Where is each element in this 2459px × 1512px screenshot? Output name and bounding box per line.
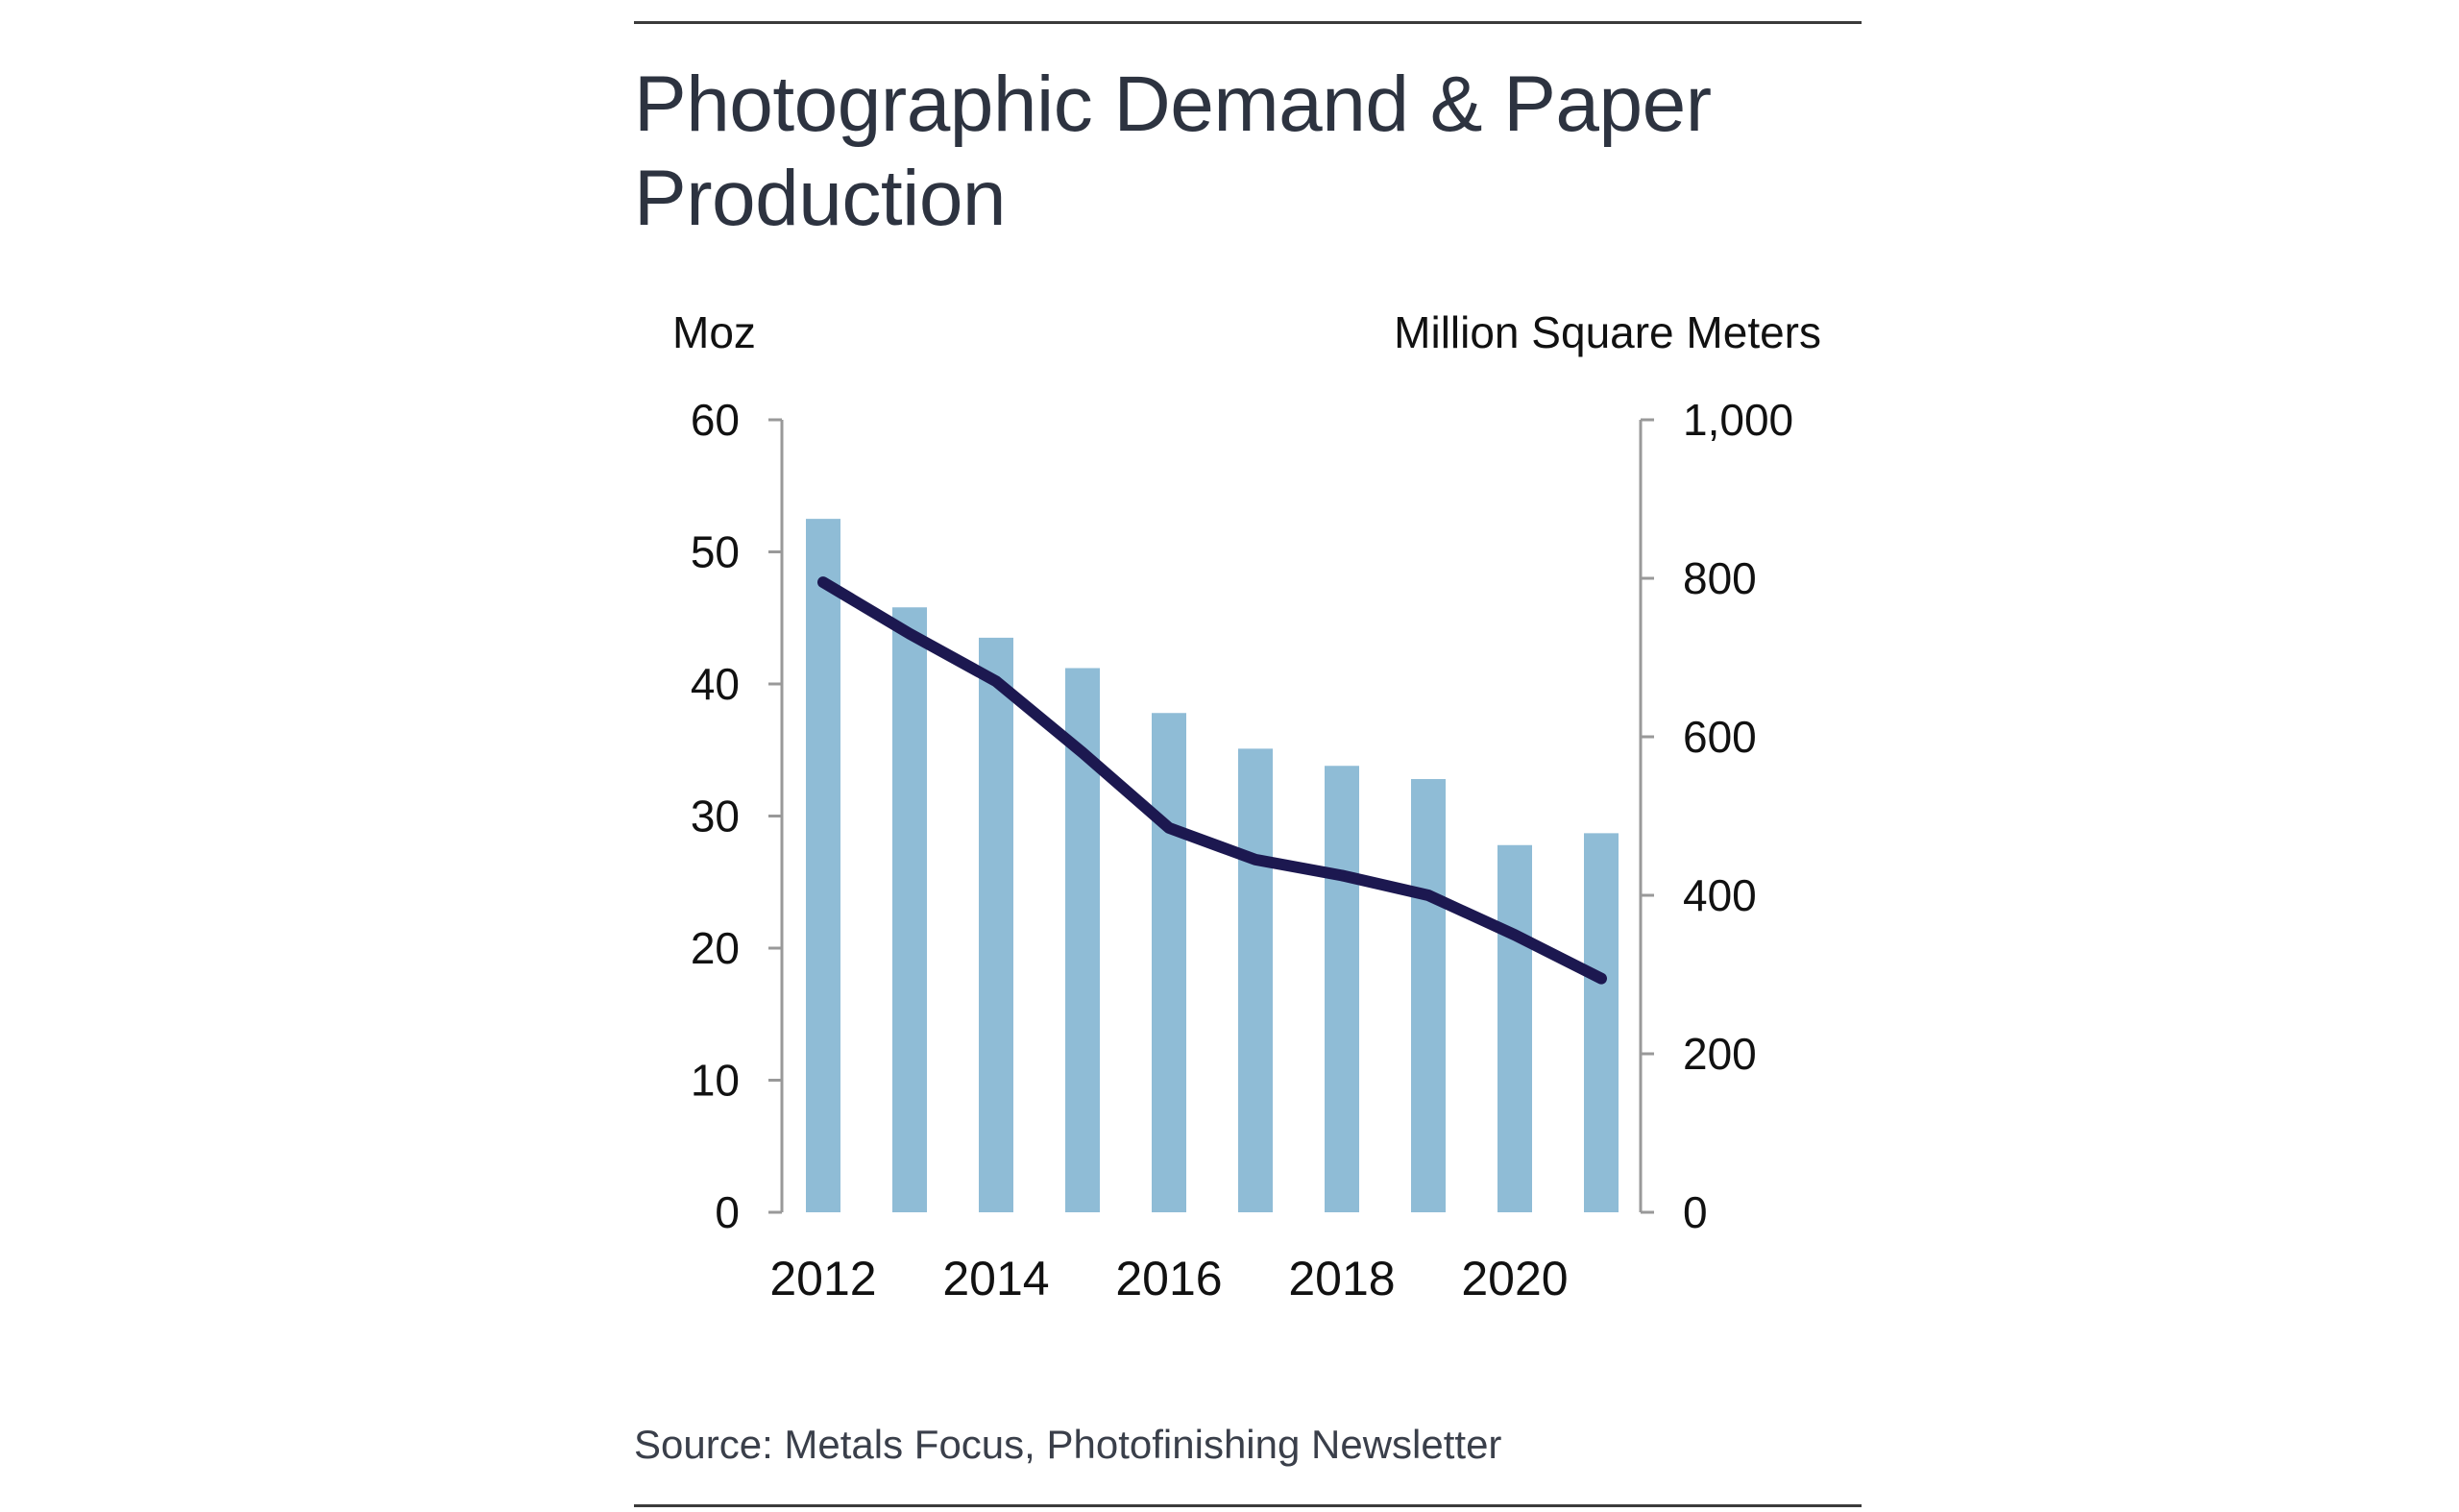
y-right-tick-label: 400 xyxy=(1683,870,1757,920)
y-left-tick-label: 50 xyxy=(691,527,740,577)
y-right-tick-label: 1,000 xyxy=(1683,395,1793,445)
bars-group xyxy=(806,519,1619,1212)
bar-2017 xyxy=(1238,748,1273,1212)
bar-2014 xyxy=(979,637,1013,1212)
y-left-tick-label: 10 xyxy=(691,1056,740,1106)
top-rule xyxy=(634,21,1862,24)
line-point-2019 xyxy=(1425,892,1431,898)
x-tick-label: 2014 xyxy=(942,1252,1049,1305)
x-tick-label: 2020 xyxy=(1461,1252,1568,1305)
y-right-tick-label: 0 xyxy=(1683,1187,1708,1237)
y-left-tick-label: 0 xyxy=(715,1187,740,1237)
bar-2021 xyxy=(1584,833,1619,1212)
y-axis-left-label: Moz xyxy=(672,307,756,357)
y-left-tick-label: 40 xyxy=(691,659,740,709)
bar-2013 xyxy=(892,607,927,1212)
y-left-tick-label: 30 xyxy=(691,792,740,841)
y-left-tick-label: 20 xyxy=(691,923,740,973)
y-left-tick-label: 60 xyxy=(691,395,740,445)
line-group xyxy=(817,576,1607,985)
chart-title: Photographic Demand & Paper Production xyxy=(634,61,1712,242)
x-tick-label: 2016 xyxy=(1115,1252,1222,1305)
y-right-tick-label: 600 xyxy=(1683,712,1757,762)
y-right-tick-label: 200 xyxy=(1683,1029,1757,1079)
bar-2019 xyxy=(1411,779,1446,1212)
bar-2018 xyxy=(1325,766,1359,1212)
x-tick-label: 2012 xyxy=(769,1252,876,1305)
line-point-2016 xyxy=(1166,824,1172,831)
bar-2016 xyxy=(1152,713,1186,1212)
y-axis-right-label: Million Square Meters xyxy=(1394,307,1821,357)
bar-2020 xyxy=(1497,844,1532,1212)
bar-2012 xyxy=(806,519,840,1212)
line-point-2012 xyxy=(820,579,826,586)
line-point-2014 xyxy=(993,678,999,685)
y-right-tick-label: 800 xyxy=(1683,553,1757,603)
line-point-2017 xyxy=(1253,856,1258,863)
line-point-2018 xyxy=(1339,872,1345,879)
x-tick-label: 2018 xyxy=(1288,1252,1395,1305)
line-point-2015 xyxy=(1080,749,1085,756)
line-point-2013 xyxy=(907,630,913,637)
line-point-2020 xyxy=(1512,932,1518,939)
paper-production-line xyxy=(817,576,1607,985)
source-note: Source: Metals Focus, Photofinishing New… xyxy=(634,1422,1502,1467)
line-point-2021 xyxy=(1598,975,1604,982)
bottom-rule xyxy=(634,1504,1862,1507)
